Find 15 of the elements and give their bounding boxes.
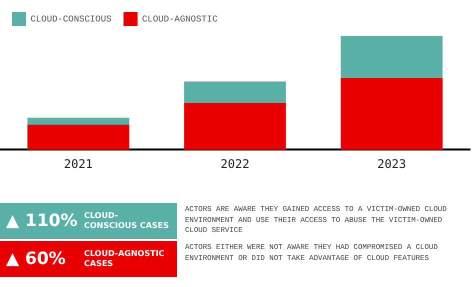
bar: [340, 78, 443, 150]
text: ▲ 110%: [6, 211, 79, 231]
x-tick-label: 2023: [377, 156, 406, 171]
x-tick-label: 2022: [220, 156, 250, 171]
text: CLOUD-AGNOSTIC CASES: [84, 249, 166, 269]
bar: [340, 36, 443, 78]
x-tick-label: 2021: [64, 156, 93, 171]
bar: [27, 118, 130, 125]
bar: [184, 103, 286, 150]
legend-label: CLOUD-CONSCIOUS: [30, 14, 112, 24]
bar: [184, 81, 286, 104]
legend-label: CLOUD-AGNOSTIC: [142, 14, 218, 24]
bar: [27, 124, 130, 150]
text: ▲ 60%: [6, 249, 67, 269]
text: CLOUD-CONSCIOUS CASES: [84, 211, 169, 231]
